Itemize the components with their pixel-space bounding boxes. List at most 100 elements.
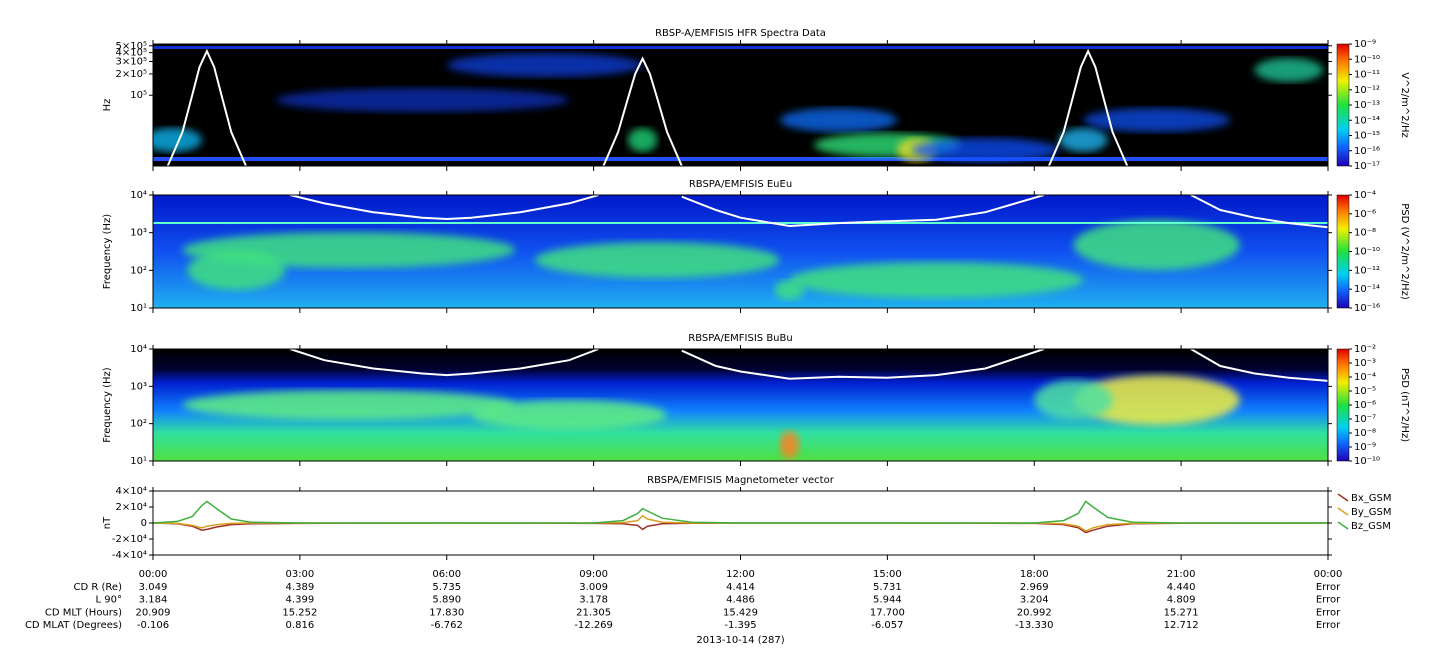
colorbar-tick-label: 10⁻¹⁶ [1354, 146, 1380, 157]
y-tick-label: 2×10⁵ [116, 69, 147, 80]
spectrogram-band [153, 157, 1328, 161]
x-tick-label: 06:00 [432, 569, 461, 580]
y-tick-label: 10² [130, 265, 147, 276]
colorbar-tick-label: 10⁻¹⁴ [1354, 115, 1380, 126]
spectrogram-feature [1034, 380, 1113, 420]
ephemeris-value: 12.712 [1164, 620, 1199, 631]
plot-area [153, 491, 1328, 555]
colorbar [1336, 194, 1350, 309]
colorbar [1336, 43, 1350, 167]
legend-label: Bz_GSM [1351, 521, 1391, 532]
ephemeris-value: 3.204 [1020, 595, 1049, 606]
y-tick-label: 10⁴ [130, 190, 147, 201]
y-tick-label: 3×10⁵ [116, 56, 147, 67]
colorbar-tick-label: 10⁻³ [1354, 358, 1376, 369]
ephemeris-value: 21.305 [576, 607, 611, 618]
spectrogram-feature [1073, 375, 1240, 425]
ephemeris-value: Error [1316, 582, 1341, 593]
spectrogram-feature [627, 128, 658, 152]
panel-title: RBSPA/EMFISIS Magnetometer vector [647, 475, 835, 486]
colorbar-tick-label: 10⁻⁸ [1354, 428, 1376, 439]
colorbar-tick-label: 10⁻¹⁵ [1354, 131, 1380, 142]
colorbar [1336, 348, 1350, 462]
y-tick-label: 4×10⁵ [116, 48, 147, 59]
overlay-line [166, 48, 1129, 166]
colorbar-tick-label: 10⁻⁶ [1354, 209, 1376, 220]
colorbar-tick-label: 10⁻⁹ [1354, 39, 1376, 50]
spectrogram-feature [446, 53, 643, 77]
legend-label: By_GSM [1351, 507, 1392, 518]
colorbar-tick-label: 10⁻¹⁰ [1354, 247, 1380, 258]
ephemeris-value: -0.106 [137, 620, 169, 631]
panel-title: RBSPA/EMFISIS BuBu [688, 333, 792, 344]
panel-title: RBSPA/EMFISIS EuEu [689, 179, 792, 190]
colorbar-tick-label: 10⁻¹⁰ [1354, 456, 1380, 467]
colorbar-label: PSD (V^2/m^2/Hz) [1399, 203, 1410, 300]
y-axis-label: Frequency (Hz) [102, 214, 113, 290]
data-line [153, 522, 1328, 534]
ephemeris-value: 3.009 [579, 582, 608, 593]
y-tick-label: 0 [141, 518, 147, 529]
ephemeris-value: 5.731 [873, 582, 902, 593]
spectrogram-feature [774, 280, 805, 300]
x-tick-label: 15:00 [873, 569, 902, 580]
colorbar-tick-label: 10⁻² [1354, 344, 1376, 355]
ephemeris-value: 20.992 [1017, 607, 1052, 618]
overlay-line [289, 349, 1328, 382]
legend-label: Bx_GSM [1351, 493, 1392, 504]
colorbar-tick-label: 10⁻⁴ [1354, 190, 1376, 201]
plot-area [153, 349, 1328, 461]
ephemeris-value: 4.399 [286, 595, 315, 606]
spectrogram-band [153, 46, 1328, 49]
spectrogram-band [153, 222, 1328, 224]
spectrogram-feature [779, 431, 800, 459]
ephemeris-label: CD MLT (Hours) [45, 607, 122, 618]
y-tick-label: -4×10⁴ [112, 550, 147, 561]
y-tick-label: 5×10⁵ [116, 41, 147, 52]
ephemeris-label: CD R (Re) [74, 582, 123, 593]
ephemeris-value: 15.429 [723, 607, 758, 618]
ephemeris-value: 4.440 [1167, 582, 1196, 593]
ephemeris-value: 5.735 [432, 582, 461, 593]
colorbar-tick-label: 10⁻¹⁴ [1354, 284, 1380, 295]
colorbar-tick-label: 10⁻¹² [1354, 85, 1380, 96]
colorbar-tick-label: 10⁻¹⁷ [1354, 161, 1380, 172]
y-tick-label: 10¹ [130, 303, 147, 314]
ephemeris-value: Error [1316, 607, 1341, 618]
data-line [153, 514, 1328, 532]
y-tick-label: 10⁵ [130, 90, 147, 101]
ephemeris-value: 4.389 [286, 582, 315, 593]
ephemeris-value: 15.271 [1164, 607, 1199, 618]
spectrogram-feature [911, 138, 1059, 162]
spectrogram-feature [182, 390, 516, 420]
x-tick-label: 18:00 [1020, 569, 1049, 580]
overlay-line [289, 195, 1328, 229]
plot-area [153, 44, 1328, 166]
colorbar-tick-label: 10⁻⁹ [1354, 442, 1376, 453]
spectrogram-feature [153, 128, 202, 152]
x-tick-label: 00:00 [139, 569, 168, 580]
ephemeris-value: -1.395 [724, 620, 756, 631]
spectrogram-feature [1254, 58, 1324, 82]
colorbar-tick-label: 10⁻¹¹ [1354, 70, 1380, 81]
ephemeris-value: 4.414 [726, 582, 755, 593]
colorbar-tick-label: 10⁻¹⁰ [1354, 54, 1380, 65]
ephemeris-value: 15.252 [282, 607, 317, 618]
ephemeris-value: 17.700 [870, 607, 905, 618]
y-tick-label: 10¹ [130, 456, 147, 467]
spectrogram-feature [187, 250, 286, 290]
ephemeris-value: Error [1316, 620, 1341, 631]
spectrogram-feature [275, 88, 570, 112]
spectrogram-feature [779, 108, 898, 132]
x-tick-label: 12:00 [726, 569, 755, 580]
ephemeris-value: 4.486 [726, 595, 755, 606]
colorbar-tick-label: 10⁻¹³ [1354, 100, 1380, 111]
colorbar-tick-label: 10⁻⁸ [1354, 228, 1376, 239]
panel-title: RBSP-A/EMFISIS HFR Spectra Data [655, 28, 826, 39]
y-tick-label: 10³ [130, 228, 147, 239]
ephemeris-value: 3.178 [579, 595, 608, 606]
ephemeris-value: 17.830 [429, 607, 464, 618]
y-tick-label: 10² [130, 419, 147, 430]
colorbar-tick-label: 10⁻¹⁶ [1354, 303, 1380, 314]
